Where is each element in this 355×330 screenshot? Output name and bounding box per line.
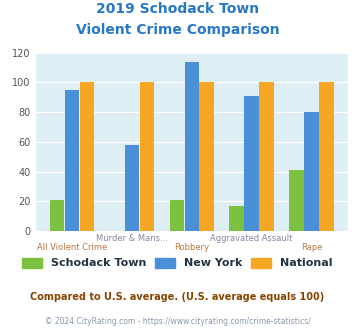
Text: Robbery: Robbery [174, 243, 209, 252]
Bar [319, 82, 334, 231]
Text: Murder & Mans...: Murder & Mans... [96, 234, 168, 243]
Text: Aggravated Assault: Aggravated Assault [211, 234, 293, 243]
Text: © 2024 CityRating.com - https://www.cityrating.com/crime-statistics/: © 2024 CityRating.com - https://www.city… [45, 317, 310, 326]
Text: Rape: Rape [301, 243, 322, 252]
Bar [80, 82, 94, 231]
Bar [260, 82, 274, 231]
Bar [245, 96, 259, 231]
Bar [185, 62, 199, 231]
Bar [289, 170, 304, 231]
Bar [229, 206, 244, 231]
Legend: Schodack Town, New York, National: Schodack Town, New York, National [22, 258, 333, 268]
Bar [170, 200, 184, 231]
Bar [125, 145, 139, 231]
Text: Violent Crime Comparison: Violent Crime Comparison [76, 23, 279, 37]
Bar [50, 200, 64, 231]
Bar [140, 82, 154, 231]
Bar [304, 112, 319, 231]
Bar [65, 90, 79, 231]
Text: Compared to U.S. average. (U.S. average equals 100): Compared to U.S. average. (U.S. average … [31, 292, 324, 302]
Bar [200, 82, 214, 231]
Text: All Violent Crime: All Violent Crime [37, 243, 107, 252]
Text: 2019 Schodack Town: 2019 Schodack Town [96, 2, 259, 16]
